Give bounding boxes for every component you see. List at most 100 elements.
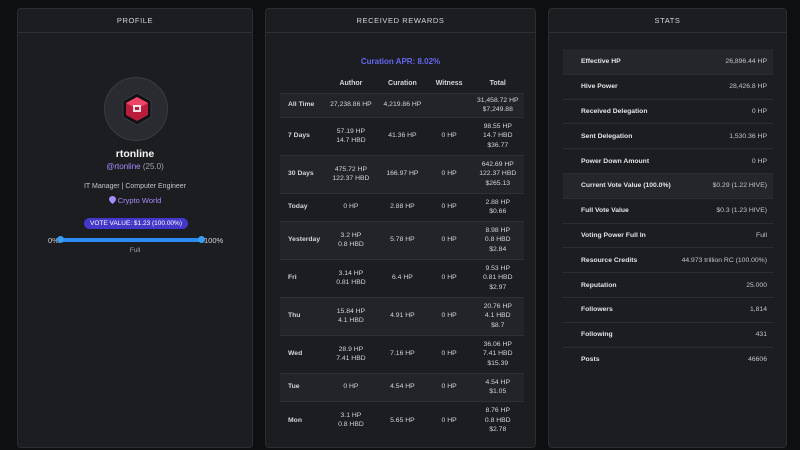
stats-row: Full Vote Value $0.3 (1.23 HIVE)	[563, 197, 773, 223]
voting-power-knob-start	[57, 236, 64, 243]
rewards-cell-curation: 6.4 HP	[378, 258, 427, 297]
rewards-cell-total-line: $36.77	[487, 141, 509, 149]
profile-name: rtonline	[115, 148, 155, 160]
rewards-cell-total-line: 14.7 HBD	[483, 132, 513, 140]
rewards-row-label: Yesterday	[280, 220, 324, 259]
rewards-cell-author: 475.72 HP 122.37 HBD	[323, 154, 379, 193]
rewards-cell-total-line: 4.1 HBD	[484, 312, 511, 320]
rewards-cell-total-line: 4.54 HP	[485, 378, 511, 386]
rewards-cell-curation-line: 5.65 HP	[390, 416, 415, 424]
stats-row: Received Delegation 0 HP	[563, 98, 773, 124]
rewards-cell-author-line: 3.1 HP	[340, 411, 362, 419]
stats-row: Current Vote Value (100.0%) $0.29 (1.22 H…	[563, 172, 773, 198]
rewards-cell-total-line: 0.81 HBD	[483, 274, 513, 282]
rewards-cell-witness-line: 0 HP	[441, 203, 457, 211]
rewards-row: 30 Days 475.72 HP 122.37 HBD 166.97 HP 0 HP 6…	[280, 154, 524, 193]
rewards-cell-curation: 2.88 HP	[378, 192, 427, 221]
rewards-cell-witness: 0 HP	[426, 372, 472, 401]
stats-key: Full Vote Value	[581, 207, 629, 215]
rewards-cell-author-line: 57.19 HP	[336, 127, 366, 135]
rewards-cell-total-line: 642.69 HP	[481, 160, 514, 168]
rewards-row: Fri 3.14 HP 0.81 HBD 6.4 HP 0 HP 9.53 HP 0.81 …	[280, 258, 524, 297]
stats-list: Effective HP 26,896.44 HP Hive Power 28,426…	[563, 49, 773, 371]
rewards-cell-author: 28.9 HP 7.41 HBD	[323, 334, 379, 373]
rewards-cell-total-line: 0.8 HBD	[484, 236, 511, 244]
stats-key: Followers	[581, 306, 613, 314]
stats-value: 1,530.36 HP	[729, 132, 767, 140]
rewards-cell-witness-line: 0 HP	[441, 274, 457, 282]
profile-header: PROFILE	[18, 9, 252, 33]
rewards-cell-author-line: 475.72 HP	[334, 165, 367, 173]
avatar[interactable]	[104, 77, 168, 141]
rewards-cell-total-line: 31,458.72 HP	[476, 96, 519, 104]
rewards-cell-total-line: 7.41 HBD	[483, 350, 513, 358]
rewards-row-label: 7 Days	[280, 116, 324, 155]
rewards-cell-total-line: 9.53 HP	[485, 264, 511, 272]
rewards-cell-author-line: 0 HP	[343, 383, 359, 391]
rewards-cell-total-line: $2.84	[489, 245, 507, 253]
stats-row: Effective HP 26,896.44 HP	[563, 49, 773, 74]
rewards-cell-author-line: 0.8 HBD	[338, 241, 364, 248]
rewards-col-witness: Witness	[435, 80, 463, 88]
rewards-row-label: Fri	[280, 258, 324, 297]
rewards-cell-total-line: 36.06 HP	[483, 340, 512, 348]
stats-value: 44.973 trillion RC (100.00%)	[681, 256, 767, 264]
voting-power-bar	[57, 236, 205, 243]
stats-value: 26,896.44 HP	[725, 57, 767, 65]
rewards-cell-author-line: 14.7 HBD	[336, 137, 366, 144]
rewards-cell-total-line: 122.37 HBD	[479, 170, 517, 178]
rewards-row: 7 Days 57.19 HP 14.7 HBD 41.36 HP 0 HP 98.55 …	[280, 116, 524, 155]
stats-key: Hive Power	[581, 83, 618, 91]
rewards-cell-total-line: $7,249.88	[482, 106, 513, 113]
profile-reputation: (25.0)	[142, 162, 164, 171]
rewards-cell-total: 8.98 HP 0.8 HBD $2.84	[471, 220, 524, 259]
stats-row: Voting Power Full In Full	[563, 222, 773, 248]
voting-power-max-label: 100%	[204, 236, 224, 245]
rewards-cell-author: 3.14 HP 0.81 HBD	[323, 258, 379, 297]
rewards-cell-author-line: 0.8 HBD	[338, 421, 364, 429]
rewards-row: Wed 28.9 HP 7.41 HBD 7.16 HP 0 HP 36.06 HP 7.4…	[280, 334, 524, 373]
stats-key: Current Vote Value (100.0%)	[581, 182, 671, 190]
rewards-cell-total: 9.53 HP 0.81 HBD $2.97	[471, 258, 524, 297]
profile-location-text: Crypto World	[117, 196, 162, 205]
stats-value: 25.000	[746, 281, 767, 289]
rewards-row-label: Tue	[280, 372, 324, 401]
rewards-cell-curation-line: 4.91 HP	[390, 312, 415, 320]
rewards-cell-author-line: 122.37 HBD	[332, 175, 370, 182]
stats-value: 28,426.8 HP	[729, 83, 767, 91]
rewards-cell-author: 3.1 HP 0.8 HBD	[323, 400, 379, 439]
rewards-row-label: Mon	[280, 400, 324, 439]
rewards-cell-witness-line: 0 HP	[441, 383, 457, 391]
rewards-cell-author-line: 27,238.86 HP	[330, 101, 372, 109]
rewards-row: Yesterday 3.2 HP 0.8 HBD 5.78 HP 0 HP 8.98 HP…	[280, 220, 524, 259]
rewards-cell-curation-line: 2.88 HP	[390, 203, 415, 211]
profile-handle-line: @rtonline (25.0)	[18, 162, 252, 171]
rewards-cell-total: 642.69 HP 122.37 HBD $265.13	[471, 154, 524, 193]
rewards-row-label: 30 Days	[280, 154, 324, 193]
stats-row: Sent Delegation 1,530.36 HP	[563, 123, 773, 148]
rewards-cell-author: 0 HP	[323, 192, 379, 221]
rewards-cell-curation: 5.65 HP	[378, 400, 427, 439]
rewards-cell-witness-line: 0 HP	[441, 350, 457, 358]
vote-value-badge: VOTE VALUE: $1.23 (100.00%)	[84, 218, 188, 229]
rewards-cell-author: 57.19 HP 14.7 HBD	[323, 116, 379, 155]
rewards-cell-witness: 0 HP	[426, 116, 472, 155]
stats-key: Received Delegation	[581, 107, 648, 115]
stats-panel: STATS Effective HP 26,896.44 HP Hive Power…	[548, 8, 787, 448]
avatar-logo-icon	[122, 92, 152, 126]
rewards-cell-total-line: 8.76 HP	[485, 407, 511, 414]
rewards-cell-author: 27,238.86 HP	[323, 92, 379, 117]
rewards-row-label: Today	[280, 192, 324, 221]
rewards-cell-author-line: 15.84 HP	[336, 307, 366, 315]
profile-handle[interactable]: @rtonline	[106, 162, 141, 171]
stats-key: Following	[581, 331, 613, 339]
rewards-cell-curation: 5.78 HP	[378, 220, 427, 259]
stats-value: Full	[756, 231, 767, 239]
rewards-cell-curation: 166.97 HP	[378, 154, 427, 193]
rewards-cell-author: 15.84 HP 4.1 HBD	[323, 296, 379, 335]
rewards-cell-witness-line: 0 HP	[441, 312, 457, 320]
stats-row: Resource Credits 44.973 trillion RC (100.…	[563, 247, 773, 272]
rewards-cell-curation: 41.36 HP	[378, 116, 427, 155]
rewards-cell-total-line: $15.39	[487, 359, 509, 367]
rewards-col-label	[280, 75, 324, 93]
